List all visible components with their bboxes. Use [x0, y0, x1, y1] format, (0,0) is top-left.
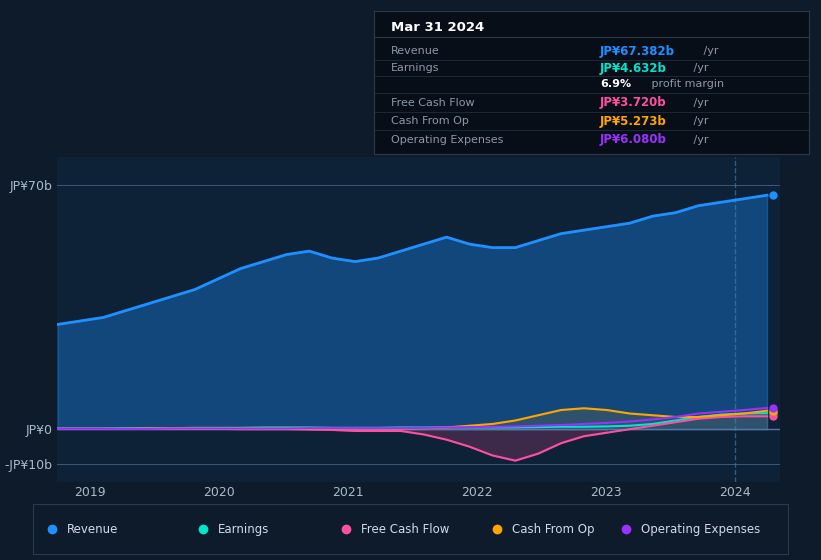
- Text: Free Cash Flow: Free Cash Flow: [391, 97, 475, 108]
- Text: JP¥6.080b: JP¥6.080b: [600, 133, 667, 146]
- Text: /yr: /yr: [690, 135, 709, 144]
- Text: /yr: /yr: [700, 46, 718, 56]
- Text: profit margin: profit margin: [648, 79, 724, 89]
- Text: Revenue: Revenue: [67, 522, 118, 536]
- Text: /yr: /yr: [690, 63, 709, 73]
- Text: Earnings: Earnings: [218, 522, 269, 536]
- Text: JP¥3.720b: JP¥3.720b: [600, 96, 667, 109]
- Text: JP¥67.382b: JP¥67.382b: [600, 45, 675, 58]
- Text: Revenue: Revenue: [391, 46, 440, 56]
- Text: JP¥5.273b: JP¥5.273b: [600, 115, 667, 128]
- Text: /yr: /yr: [690, 97, 709, 108]
- Text: Free Cash Flow: Free Cash Flow: [361, 522, 450, 536]
- Text: Earnings: Earnings: [391, 63, 439, 73]
- Text: /yr: /yr: [690, 116, 709, 126]
- Text: Cash From Op: Cash From Op: [391, 116, 469, 126]
- Text: Mar 31 2024: Mar 31 2024: [391, 21, 484, 34]
- Text: Operating Expenses: Operating Expenses: [391, 135, 503, 144]
- Text: JP¥4.632b: JP¥4.632b: [600, 62, 667, 75]
- Text: Cash From Op: Cash From Op: [512, 522, 595, 536]
- Text: 6.9%: 6.9%: [600, 79, 631, 89]
- Text: Operating Expenses: Operating Expenses: [641, 522, 760, 536]
